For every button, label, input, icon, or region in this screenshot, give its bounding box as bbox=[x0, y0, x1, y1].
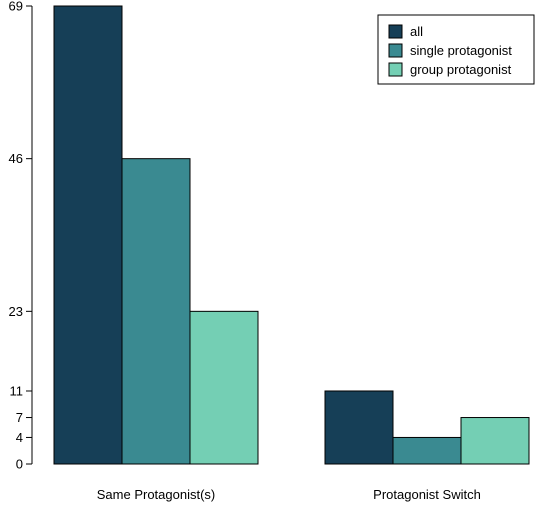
category-label: Same Protagonist(s) bbox=[97, 487, 216, 502]
y-tick-label: 11 bbox=[10, 383, 24, 398]
bar-group-protagonist-1 bbox=[189, 310, 259, 465]
bar-single-protagonist-2 bbox=[392, 436, 462, 465]
legend-swatch bbox=[388, 62, 403, 77]
bar-group-protagonist-2 bbox=[460, 417, 530, 465]
bar-all-1 bbox=[53, 5, 123, 465]
y-axis: 0 4 7 11 23 46 69 bbox=[9, 0, 33, 472]
y-tick-label: 0 bbox=[16, 457, 23, 472]
legend-swatch bbox=[388, 24, 403, 39]
legend-label: single protagonist bbox=[410, 43, 512, 58]
bar-all-2 bbox=[324, 390, 394, 465]
y-tick-label: 69 bbox=[9, 0, 23, 14]
x-axis-labels: Same Protagonist(s) Protagonist Switch bbox=[97, 487, 481, 502]
y-tick-label: 23 bbox=[9, 304, 23, 319]
bar-single-protagonist-1 bbox=[121, 158, 191, 465]
legend-box bbox=[377, 14, 535, 85]
legend-label: all bbox=[410, 24, 423, 39]
y-tick-label: 4 bbox=[16, 430, 23, 445]
y-tick-label: 46 bbox=[9, 151, 23, 166]
legend: all single protagonist group protagonist bbox=[377, 14, 535, 85]
bars-group bbox=[53, 5, 530, 465]
y-tick-label: 7 bbox=[16, 410, 23, 425]
legend-label: group protagonist bbox=[410, 62, 512, 77]
legend-swatch bbox=[388, 43, 403, 58]
category-label: Protagonist Switch bbox=[373, 487, 481, 502]
